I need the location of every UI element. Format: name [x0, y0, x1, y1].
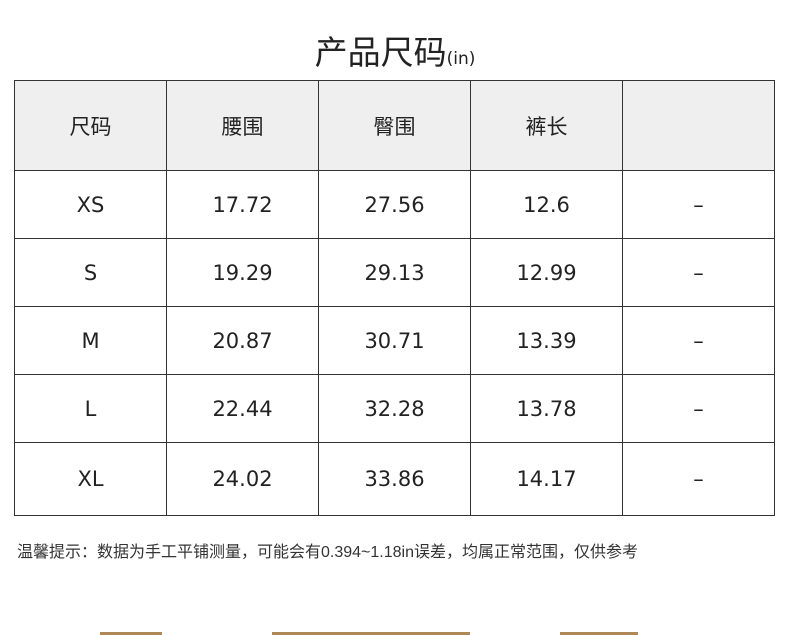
title-unit: (in): [446, 49, 476, 69]
header-hip: 臀围: [318, 80, 471, 171]
cell-size: XL: [14, 442, 167, 516]
cell-length: 13.78: [470, 374, 623, 443]
cell-extra: –: [622, 374, 775, 443]
cell-extra: –: [622, 442, 775, 516]
cell-length: 12.6: [470, 170, 623, 239]
size-table: 尺码 腰围 臀围 裤长 XS 17.72 27.56 12.6– S 19.29 29.13…: [14, 80, 775, 516]
cell-hip: 32.28: [318, 374, 471, 443]
header-row: 尺码 腰围 臀围 裤长: [14, 80, 775, 171]
cell-length: 13.39: [470, 306, 623, 375]
measurement-note: 温馨提示：数据为手工平铺测量，可能会有0.394~1.18in误差，均属正常范围…: [17, 544, 638, 561]
cell-waist: 19.29: [166, 238, 319, 307]
table-row: M 20.87 30.71 13.39–: [14, 306, 775, 375]
image-edge: [272, 632, 470, 635]
header-empty: [622, 80, 775, 171]
cell-extra: –: [622, 238, 775, 307]
cell-length: 12.99: [470, 238, 623, 307]
image-edge: [560, 632, 638, 635]
page-title: 产品尺码(in): [0, 26, 790, 74]
cell-extra: –: [622, 306, 775, 375]
header-waist: 腰围: [166, 80, 319, 171]
cell-size: XS: [14, 170, 167, 239]
cell-length: 14.17: [470, 442, 623, 516]
cell-size: S: [14, 238, 167, 307]
table-row: XL 24.02 33.86 14.17–: [14, 442, 775, 516]
table-row: XS 17.72 27.56 12.6–: [14, 170, 775, 239]
cell-extra: –: [622, 170, 775, 239]
cell-size: M: [14, 306, 167, 375]
cell-waist: 22.44: [166, 374, 319, 443]
cell-waist: 20.87: [166, 306, 319, 375]
table-row: S 19.29 29.13 12.99–: [14, 238, 775, 307]
table-row: L 22.44 32.28 13.78–: [14, 374, 775, 443]
cell-waist: 24.02: [166, 442, 319, 516]
cell-size: L: [14, 374, 167, 443]
image-edge: [100, 632, 162, 635]
cell-hip: 30.71: [318, 306, 471, 375]
cell-hip: 27.56: [318, 170, 471, 239]
cell-waist: 17.72: [166, 170, 319, 239]
cell-hip: 33.86: [318, 442, 471, 516]
title-main: 产品尺码: [314, 33, 447, 72]
header-size: 尺码: [14, 80, 167, 171]
cell-hip: 29.13: [318, 238, 471, 307]
header-length: 裤长: [470, 80, 623, 171]
